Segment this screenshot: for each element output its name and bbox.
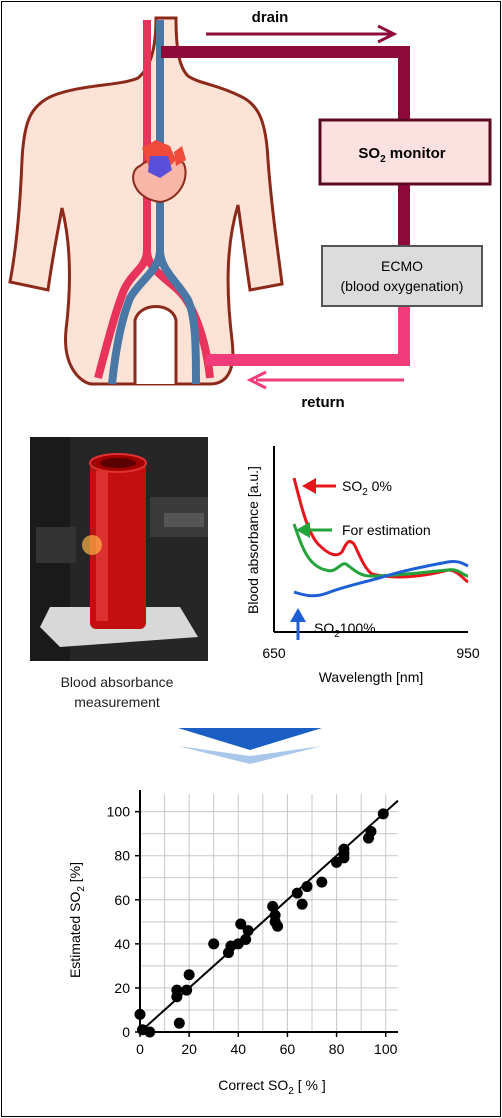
- data-point: [208, 938, 220, 950]
- y-tick-label: 20: [114, 980, 130, 996]
- data-point: [235, 918, 247, 930]
- legs-gap: [133, 305, 178, 384]
- data-point: [171, 991, 183, 1003]
- return-circuit: [206, 306, 410, 366]
- photo-caption-line2: measurement: [74, 694, 160, 710]
- so2-0-label: SO2 0%: [342, 478, 392, 498]
- scatter-y-label: Estimated SO2 [%]: [67, 862, 87, 978]
- data-point: [338, 843, 350, 855]
- scatter-x-label: Correct SO2 [ % ]: [218, 1077, 325, 1097]
- data-point: [296, 898, 308, 910]
- spectrum-y-label: Blood absorbance [a.u.]: [245, 466, 261, 614]
- ecmo-sublabel: (blood oxygenation): [341, 278, 464, 294]
- vein-vessel: [108, 20, 164, 385]
- blood-absorbance-photo: [30, 437, 208, 661]
- data-point: [173, 1017, 185, 1029]
- return-label: return: [301, 394, 344, 411]
- y-tick-label: 100: [107, 804, 131, 820]
- x-tick-label: 60: [280, 1041, 296, 1057]
- data-point: [181, 984, 193, 996]
- y-tick-label: 0: [122, 1024, 130, 1040]
- photo-illustration: [30, 437, 208, 661]
- so2-0-arrow: [302, 478, 336, 494]
- photo-caption: Blood absorbance measurement: [22, 672, 212, 712]
- x-tick-label: 20: [181, 1041, 197, 1057]
- data-point: [242, 925, 254, 937]
- data-point: [316, 876, 328, 888]
- so2-100-arrow: [290, 608, 306, 640]
- data-point: [183, 969, 195, 981]
- data-point: [134, 1008, 146, 1020]
- spectrum-x-min: 650: [262, 645, 286, 661]
- estimation-curve: [292, 523, 469, 578]
- photo-caption-line1: Blood absorbance: [60, 674, 174, 690]
- x-tick-label: 100: [374, 1041, 398, 1057]
- so2-100-label: SO2100%: [314, 620, 376, 640]
- so2-100-curve: [293, 560, 469, 598]
- chevron-down-icon: [178, 728, 322, 764]
- so2-monitor-label: SO2 monitor: [358, 145, 445, 165]
- absorbance-spectrum-plot: Blood absorbance [a.u.] 650 950 Waveleng…: [245, 446, 480, 685]
- so2-monitor-box: [318, 118, 492, 186]
- estimation-label: For estimation: [342, 522, 431, 538]
- ecmo-diagram: drain return SO2 monitor ECMO (blood oxy…: [8, 9, 492, 411]
- x-tick-label: 0: [136, 1041, 144, 1057]
- x-tick-label: 80: [329, 1041, 345, 1057]
- heart-icon: [132, 140, 187, 204]
- estimation-scatter-chart: 0 20 40 60 80 100 0 20 40 60 80 100 Correct SO2 [ %…: [67, 790, 399, 1097]
- data-point: [144, 1026, 156, 1038]
- data-point: [272, 920, 284, 932]
- y-tick-label: 80: [114, 848, 130, 864]
- data-point: [301, 881, 313, 893]
- spectrum-x-label: Wavelength [nm]: [319, 669, 424, 685]
- data-point: [240, 933, 252, 945]
- data-point: [365, 825, 377, 837]
- ecmo-box: [321, 245, 483, 307]
- return-arrow: [246, 370, 404, 390]
- drain-label: drain: [252, 9, 289, 26]
- data-point: [377, 808, 389, 820]
- point-layer: [134, 808, 389, 1038]
- ecmo-label: ECMO: [381, 258, 423, 274]
- data-point: [269, 909, 281, 921]
- data-point: [291, 887, 303, 899]
- vein-vessel-branch: [156, 249, 200, 385]
- estimation-arrow: [296, 522, 332, 538]
- y-tick-label: 40: [114, 936, 130, 952]
- y-tick-label: 60: [114, 892, 130, 908]
- spectrum-x-max: 950: [456, 645, 480, 661]
- drain-arrow: [206, 24, 398, 44]
- drain-circuit: [161, 46, 410, 120]
- x-tick-label: 40: [230, 1041, 246, 1057]
- data-point: [267, 900, 279, 912]
